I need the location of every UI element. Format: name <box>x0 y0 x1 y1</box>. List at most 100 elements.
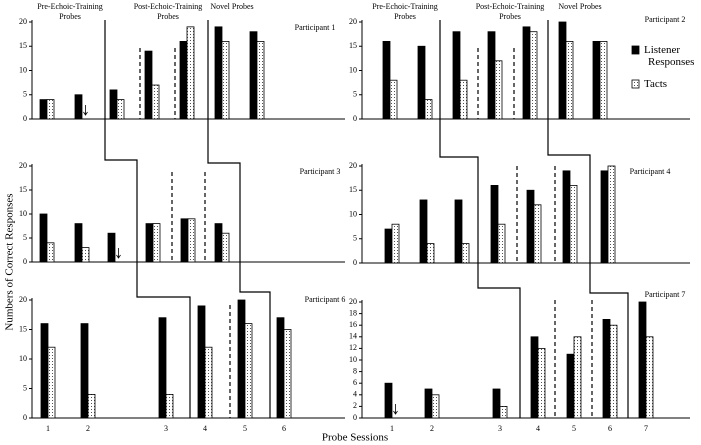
y-tick-label: 8 <box>353 366 357 375</box>
zero-arrow <box>83 105 88 116</box>
bar <box>565 41 574 120</box>
y-tick-label: 15 <box>349 185 357 194</box>
x-tick-label: 3 <box>164 424 168 433</box>
y-tick-label: 2 <box>353 401 357 410</box>
panel-title: Participant 3 <box>300 167 341 176</box>
bar <box>494 60 503 120</box>
bar <box>180 218 189 263</box>
bar <box>426 243 435 264</box>
y-tick-label: 12 <box>349 343 357 352</box>
x-tick-label: 6 <box>608 424 612 433</box>
phase-label: Novel Probes <box>558 2 601 11</box>
x-tick-label: 7 <box>644 424 648 433</box>
bar <box>46 242 55 263</box>
bar <box>221 232 230 263</box>
y-tick-label: 20 <box>349 161 357 170</box>
bar <box>107 232 116 263</box>
y-tick-label: 15 <box>19 41 27 50</box>
y-tick-label: 4 <box>353 390 357 399</box>
y-tick-label: 20 <box>349 17 357 26</box>
bar <box>74 94 83 120</box>
bar <box>116 99 125 120</box>
bar <box>600 170 609 264</box>
y-tick-label: 10 <box>19 354 27 363</box>
bar <box>151 84 160 120</box>
y-tick-label: 20 <box>19 295 27 304</box>
y-tick-label: 10 <box>19 209 27 218</box>
bar <box>533 204 542 264</box>
bar <box>214 26 223 120</box>
bar <box>40 323 49 419</box>
phase-label: Pre-Echoic-Training <box>37 2 102 11</box>
bar <box>249 31 258 120</box>
bar <box>214 223 223 263</box>
y-tick-label: 0 <box>353 114 357 123</box>
bar <box>384 382 393 419</box>
x-tick-label: 6 <box>282 424 286 433</box>
x-tick-label: 4 <box>203 424 207 433</box>
y-tick-label: 0 <box>353 258 357 267</box>
y-tick-label: 5 <box>23 383 27 392</box>
panel-title: Participant 4 <box>630 167 671 176</box>
phase-label: Post-Echoic-Training <box>476 2 545 11</box>
y-tick-label: 15 <box>19 185 27 194</box>
bar <box>197 305 206 419</box>
bar <box>558 21 567 120</box>
y-tick-label: 20 <box>19 17 27 26</box>
panel-title: Participant 2 <box>645 15 686 24</box>
bar <box>492 388 501 419</box>
bar <box>158 317 167 419</box>
legend-label: Listener Responses <box>644 44 694 68</box>
y-tick-label: 0 <box>353 413 357 422</box>
phase-label: Probes <box>394 12 416 21</box>
y-tick-label: 5 <box>23 233 27 242</box>
bar <box>391 223 400 264</box>
bar <box>417 45 426 120</box>
panel-title: Participant 6 <box>305 295 346 304</box>
y-tick-label: 0 <box>23 114 27 123</box>
bar <box>461 243 470 264</box>
bar <box>237 299 246 419</box>
y-tick-label: 5 <box>353 90 357 99</box>
x-tick-label: 1 <box>390 424 394 433</box>
legend-swatch <box>631 45 640 55</box>
bar <box>276 317 285 419</box>
bar <box>179 41 188 120</box>
y-tick-label: 20 <box>19 161 27 170</box>
y-tick-label: 16 <box>349 320 357 329</box>
panel-title: Participant 7 <box>645 290 686 299</box>
bar <box>431 394 440 419</box>
x-tick-label: 3 <box>498 424 502 433</box>
y-tick-label: 5 <box>353 234 357 243</box>
bar <box>599 41 608 120</box>
bar <box>221 41 230 120</box>
bar <box>530 336 539 419</box>
x-tick-label: 2 <box>430 424 434 433</box>
y-tick-label: 20 <box>349 297 357 306</box>
y-tick-label: 0 <box>23 413 27 422</box>
bar <box>454 199 463 264</box>
bar <box>607 165 616 264</box>
bar <box>165 393 174 419</box>
bar <box>566 353 575 419</box>
bar <box>74 223 83 263</box>
zero-arrow <box>116 248 121 259</box>
phase-lines <box>104 20 629 418</box>
y-tick-label: 10 <box>349 355 357 364</box>
y-tick-label: 14 <box>349 332 357 341</box>
bar <box>529 31 538 120</box>
x-tick-label: 5 <box>572 424 576 433</box>
bar <box>186 26 195 120</box>
bar <box>39 99 48 120</box>
bar <box>46 99 55 120</box>
bar <box>382 41 391 120</box>
zero-arrow <box>393 404 398 415</box>
phase-label: Probes <box>499 12 521 21</box>
bar <box>384 228 393 264</box>
bar <box>569 184 578 264</box>
bar <box>497 223 506 264</box>
x-tick-label: 5 <box>243 424 247 433</box>
phase-label: Pre-Echoic-Training <box>372 2 437 11</box>
bar <box>452 31 461 120</box>
